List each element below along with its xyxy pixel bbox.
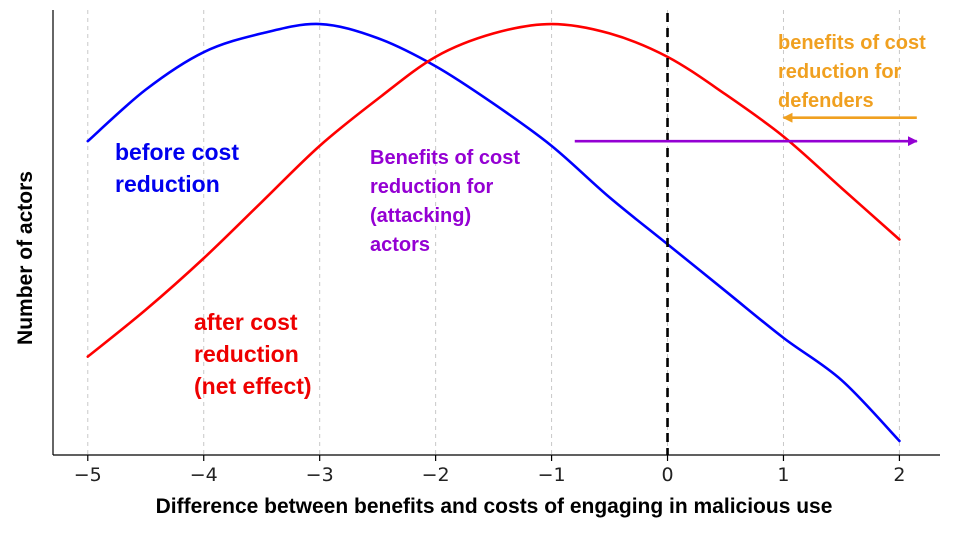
x-tick-label: −4 [190, 464, 218, 486]
annotation-defenders-line: defenders [778, 90, 874, 112]
annotation-after-line: reduction [194, 341, 299, 367]
annotation-attackers: Benefits of cost reduction for (attacking)… [370, 147, 520, 256]
annotation-before: before cost reduction [115, 139, 239, 197]
x-tick-label: −2 [422, 464, 450, 486]
arrows [574, 112, 918, 147]
x-tick-label: 1 [777, 464, 789, 486]
annotation-after-line: after cost [194, 309, 298, 335]
y-axis-title: Number of actors [14, 171, 37, 345]
annotation-attackers-line: reduction for [370, 176, 494, 198]
annotation-after: after cost reduction (net effect) [194, 309, 312, 399]
annotation-defenders-line: benefits of cost [778, 32, 926, 54]
annotation-defenders: benefits of cost reduction for defenders [778, 32, 926, 112]
x-tick-label: −5 [74, 464, 102, 486]
x-axis-title: Difference between benefits and costs of… [156, 495, 833, 518]
annotation-before-line: reduction [115, 171, 220, 197]
annotation-attackers-line: Benefits of cost [370, 147, 520, 169]
x-tick-label: −3 [306, 464, 334, 486]
annotation-before-line: before cost [115, 139, 239, 165]
x-tick-label: −1 [538, 464, 566, 486]
x-tick-label: 0 [661, 464, 673, 486]
annotation-attackers-line: (attacking) [370, 205, 471, 227]
series-line-after [86, 22, 901, 358]
annotation-after-line: (net effect) [194, 373, 312, 399]
x-tick-label: 2 [893, 464, 905, 486]
annotation-attackers-line: actors [370, 234, 430, 256]
series-lines [86, 22, 901, 443]
axes: −5 −4 −3 −2 −1 0 1 2 [52, 10, 940, 486]
series-line-before [86, 22, 901, 443]
annotations: before cost reduction after cost reduction (… [115, 32, 926, 399]
annotation-defenders-line: reduction for [778, 61, 902, 83]
